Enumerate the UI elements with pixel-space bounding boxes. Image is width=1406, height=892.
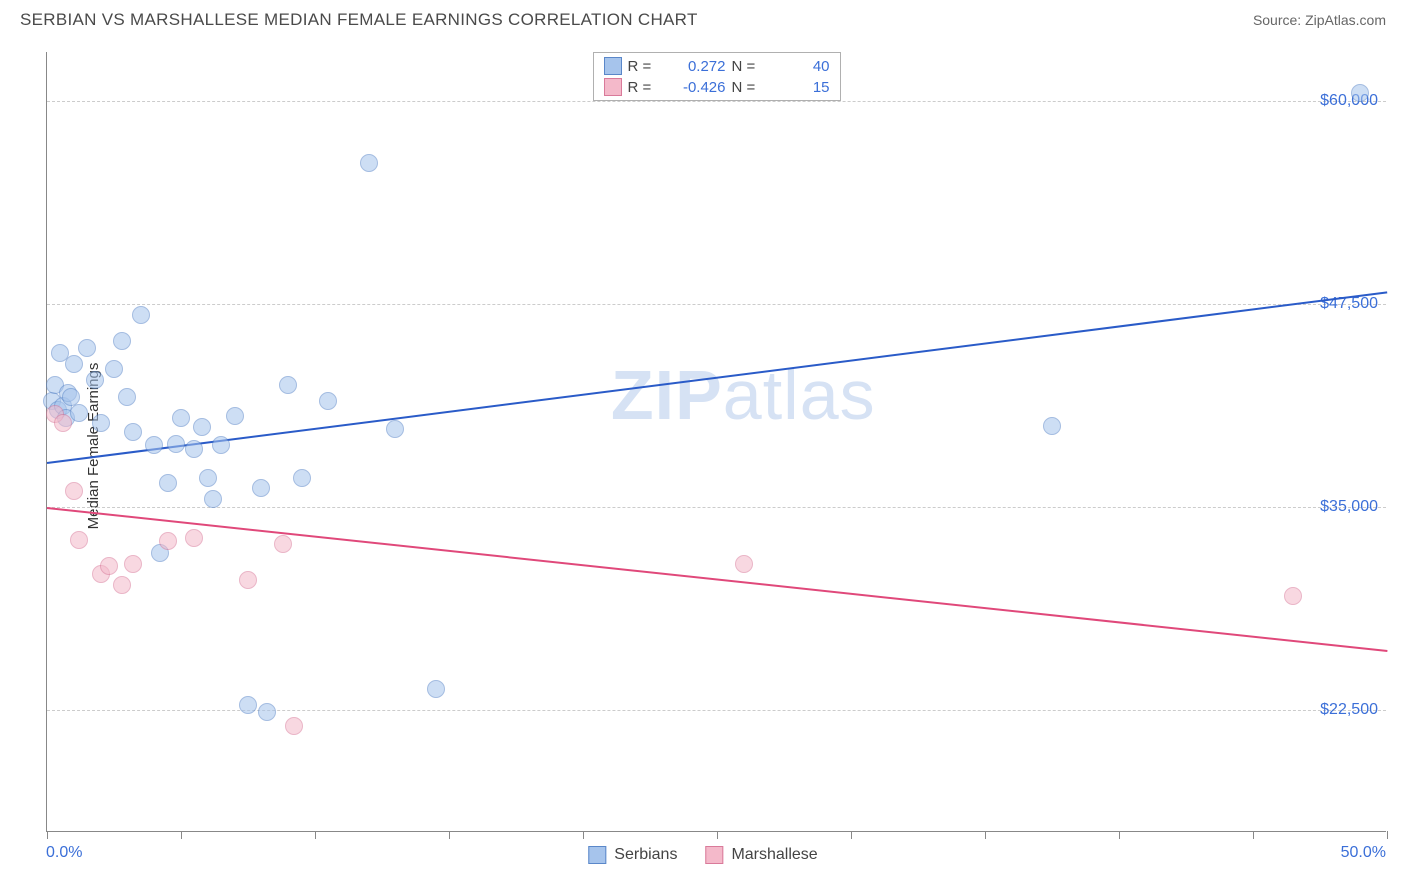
legend-n-value-1: 15 (770, 79, 830, 96)
legend-series: Serbians Marshallese (588, 846, 817, 864)
x-tick (583, 831, 584, 839)
legend-r-label-0: R = (628, 58, 660, 75)
data-point (118, 388, 136, 406)
data-point (105, 360, 123, 378)
data-point (226, 407, 244, 425)
legend-item-marshallese: Marshallese (705, 846, 817, 864)
legend-item-serbians: Serbians (588, 846, 677, 864)
y-tick-label: $22,500 (1320, 701, 1378, 719)
data-point (70, 404, 88, 422)
data-point (113, 576, 131, 594)
data-point (239, 571, 257, 589)
data-point (65, 355, 83, 373)
x-tick (315, 831, 316, 839)
gridline (47, 304, 1386, 305)
data-point (360, 154, 378, 172)
data-point (54, 414, 72, 432)
x-tick-label-max: 50.0% (1341, 844, 1386, 862)
x-tick (851, 831, 852, 839)
data-point (113, 332, 131, 350)
data-point (274, 535, 292, 553)
legend-label-serbians: Serbians (614, 846, 677, 864)
data-point (185, 440, 203, 458)
x-tick (1387, 831, 1388, 839)
x-tick (449, 831, 450, 839)
data-point (1043, 417, 1061, 435)
legend-stats-row-1: R = -0.426 N = 15 (604, 78, 830, 96)
data-point (735, 555, 753, 573)
x-tick (985, 831, 986, 839)
data-point (239, 696, 257, 714)
legend-stats-row-0: R = 0.272 N = 40 (604, 57, 830, 75)
legend-n-label-0: N = (732, 58, 764, 75)
data-point (293, 469, 311, 487)
legend-n-label-1: N = (732, 79, 764, 96)
data-point (172, 409, 190, 427)
data-point (86, 371, 104, 389)
data-point (100, 557, 118, 575)
data-point (193, 418, 211, 436)
x-tick (1253, 831, 1254, 839)
data-point (279, 376, 297, 394)
legend-swatch-marshallese (705, 846, 723, 864)
y-tick-label: $35,000 (1320, 498, 1378, 516)
data-point (124, 555, 142, 573)
data-point (285, 717, 303, 735)
legend-r-value-0: 0.272 (666, 58, 726, 75)
data-point (212, 436, 230, 454)
gridline (47, 101, 1386, 102)
x-tick (1119, 831, 1120, 839)
data-point (132, 306, 150, 324)
x-tick-label-min: 0.0% (46, 844, 82, 862)
watermark: ZIPatlas (611, 355, 876, 435)
chart-header: SERBIAN VS MARSHALLESE MEDIAN FEMALE EAR… (0, 0, 1406, 36)
legend-label-marshallese: Marshallese (731, 846, 817, 864)
x-tick (47, 831, 48, 839)
data-point (1284, 587, 1302, 605)
data-point (70, 531, 88, 549)
trendline (47, 291, 1387, 464)
data-point (258, 703, 276, 721)
data-point (145, 436, 163, 454)
legend-swatch-0 (604, 57, 622, 75)
chart-plot-area: ZIPatlas R = 0.272 N = 40 R = -0.426 N =… (46, 52, 1386, 832)
data-point (427, 680, 445, 698)
chart-title: SERBIAN VS MARSHALLESE MEDIAN FEMALE EAR… (20, 10, 698, 30)
legend-n-value-0: 40 (770, 58, 830, 75)
data-point (167, 435, 185, 453)
data-point (199, 469, 217, 487)
gridline (47, 507, 1386, 508)
legend-swatch-serbians (588, 846, 606, 864)
data-point (124, 423, 142, 441)
x-tick (717, 831, 718, 839)
data-point (159, 474, 177, 492)
data-point (159, 532, 177, 550)
data-point (252, 479, 270, 497)
y-tick-label: $60,000 (1320, 92, 1378, 110)
legend-stats: R = 0.272 N = 40 R = -0.426 N = 15 (593, 52, 841, 101)
chart-source: Source: ZipAtlas.com (1253, 12, 1386, 28)
data-point (319, 392, 337, 410)
legend-swatch-1 (604, 78, 622, 96)
data-point (92, 414, 110, 432)
legend-r-value-1: -0.426 (666, 79, 726, 96)
data-point (386, 420, 404, 438)
data-point (78, 339, 96, 357)
watermark-zip: ZIP (611, 356, 723, 434)
data-point (185, 529, 203, 547)
data-point (204, 490, 222, 508)
data-point (65, 482, 83, 500)
data-point (1351, 84, 1369, 102)
x-tick (181, 831, 182, 839)
legend-r-label-1: R = (628, 79, 660, 96)
